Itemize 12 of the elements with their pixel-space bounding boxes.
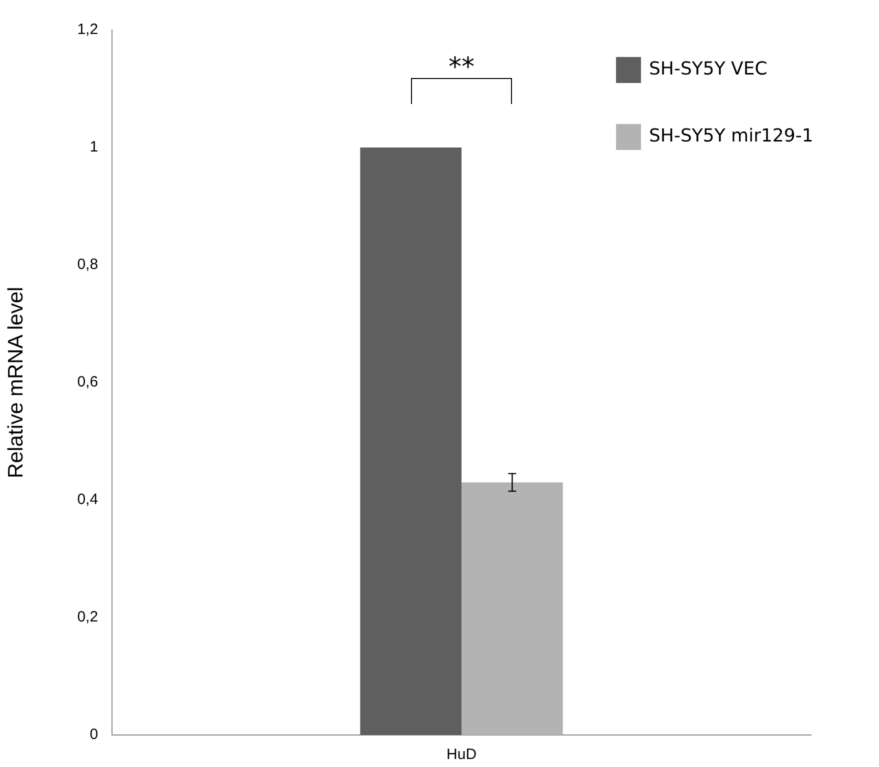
y-tick-label: 0,2 (77, 608, 98, 626)
legend-label: SH-SY5Y mir129-1 (649, 126, 814, 147)
y-tick-label: 0,4 (77, 491, 98, 508)
y-tick-label: 1 (90, 138, 98, 156)
legend-label: SH-SY5Y VEC (649, 58, 768, 80)
y-tick-label: 0,6 (77, 374, 98, 391)
y-tick-label: 0,8 (77, 256, 98, 274)
y-tick-label: 0 (90, 726, 98, 744)
x-tick-label: HuD (446, 746, 477, 764)
y-tick-label: 1,2 (77, 21, 98, 38)
y-axis-title: Relative mRNA level (4, 286, 28, 478)
annotation: ** (448, 52, 475, 82)
